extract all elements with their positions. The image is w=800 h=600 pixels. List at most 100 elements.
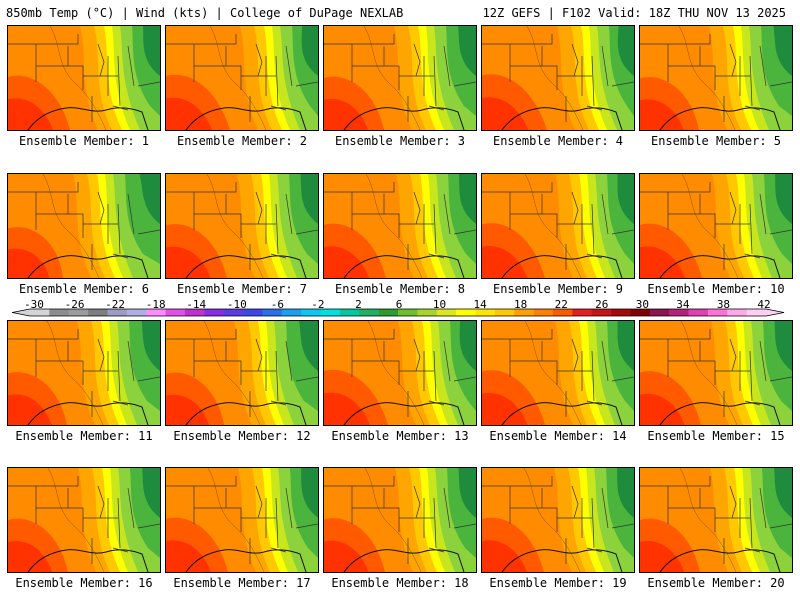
ensemble-map-14 <box>481 320 635 426</box>
colorbar-tick-label: -10 <box>226 298 247 311</box>
colorbar-segment <box>320 309 341 316</box>
colorbar-segment <box>417 309 438 316</box>
colorbar-tick-label: -22 <box>105 298 126 311</box>
ensemble-map-18 <box>323 467 477 573</box>
ensemble-member-label-18: Ensemble Member: 18 <box>331 576 469 590</box>
colorbar-segment <box>688 309 709 316</box>
colorbar-segment <box>398 309 418 316</box>
ensemble-member-label-13: Ensemble Member: 13 <box>331 429 469 443</box>
header-valid-time: 12Z GEFS | F102 Valid: 18Z THU NOV 13 20… <box>482 6 786 20</box>
colorbar-segment <box>301 309 321 316</box>
temperature-colorbar <box>11 308 785 317</box>
ensemble-member-label-3: Ensemble Member: 3 <box>334 134 466 148</box>
ensemble-map-10 <box>639 173 793 279</box>
colorbar-segment <box>436 309 457 316</box>
ensemble-member-label-4: Ensemble Member: 4 <box>492 134 624 148</box>
colorbar-segment <box>184 309 205 316</box>
ensemble-member-label-15: Ensemble Member: 15 <box>647 429 785 443</box>
ensemble-map-5 <box>639 25 793 131</box>
colorbar-tick-label: 30 <box>635 298 649 311</box>
ensemble-member-label-2: Ensemble Member: 2 <box>176 134 308 148</box>
colorbar-tick-label: 34 <box>676 298 690 311</box>
colorbar-segment <box>611 309 631 316</box>
ensemble-map-7 <box>165 173 319 279</box>
colorbar-tick-label: 26 <box>595 298 609 311</box>
colorbar-segment <box>281 309 302 316</box>
ensemble-map-16 <box>7 467 161 573</box>
colorbar-tick-label: -18 <box>145 298 166 311</box>
colorbar-segment <box>669 309 689 316</box>
ensemble-map-15 <box>639 320 793 426</box>
colorbar-tick-label: 22 <box>554 298 568 311</box>
ensemble-map-12 <box>165 320 319 426</box>
colorbar-tick-label: -26 <box>64 298 85 311</box>
colorbar-segment <box>243 309 263 316</box>
ensemble-map-20 <box>639 467 793 573</box>
colorbar-tick-label: 18 <box>514 298 528 311</box>
colorbar-segment <box>456 309 476 316</box>
colorbar-tick-label: 2 <box>355 298 362 311</box>
colorbar-segment <box>649 309 670 316</box>
ensemble-member-label-5: Ensemble Member: 5 <box>650 134 782 148</box>
ensemble-member-label-20: Ensemble Member: 20 <box>647 576 785 590</box>
ensemble-map-9 <box>481 173 635 279</box>
ensemble-member-label-9: Ensemble Member: 9 <box>492 282 624 296</box>
ensemble-map-19 <box>481 467 635 573</box>
ensemble-member-label-8: Ensemble Member: 8 <box>334 282 466 296</box>
colorbar-segment <box>204 309 224 316</box>
colorbar-tick-label: 38 <box>716 298 731 311</box>
colorbar-tick-label: -6 <box>270 298 284 311</box>
ensemble-map-13 <box>323 320 477 426</box>
colorbar-segment <box>707 309 728 316</box>
colorbar-segment <box>533 309 554 316</box>
ensemble-map-4 <box>481 25 635 131</box>
colorbar-segment <box>262 309 283 316</box>
colorbar-segment <box>630 309 651 316</box>
ensemble-member-label-1: Ensemble Member: 1 <box>18 134 150 148</box>
colorbar-segment <box>68 309 89 316</box>
colorbar-tick-label: 42 <box>757 298 771 311</box>
ensemble-map-2 <box>165 25 319 131</box>
colorbar-low-arrow <box>12 309 30 316</box>
colorbar-tick-label: -14 <box>186 298 207 311</box>
colorbar-segment <box>339 309 360 316</box>
colorbar-segment <box>746 309 767 316</box>
ensemble-map-1 <box>7 25 161 131</box>
ensemble-member-label-11: Ensemble Member: 11 <box>15 429 153 443</box>
colorbar-high-arrow <box>766 309 784 316</box>
colorbar-segment <box>514 309 534 316</box>
header-title: 850mb Temp (°C) | Wind (kts) | College o… <box>6 6 404 20</box>
ensemble-map-17 <box>165 467 319 573</box>
ensemble-map-11 <box>7 320 161 426</box>
ensemble-member-label-12: Ensemble Member: 12 <box>173 429 311 443</box>
colorbar-segment <box>378 309 399 316</box>
colorbar-segment <box>572 309 592 316</box>
colorbar-segment <box>475 309 496 316</box>
ensemble-member-label-19: Ensemble Member: 19 <box>489 576 627 590</box>
colorbar-segment <box>30 309 50 316</box>
colorbar-segment <box>223 309 244 316</box>
ensemble-member-label-17: Ensemble Member: 17 <box>173 576 311 590</box>
colorbar-segment <box>126 309 147 316</box>
ensemble-member-label-16: Ensemble Member: 16 <box>15 576 153 590</box>
colorbar-segment <box>359 309 379 316</box>
ensemble-member-label-7: Ensemble Member: 7 <box>176 282 308 296</box>
colorbar-outline <box>11 308 785 317</box>
ensemble-map-6 <box>7 173 161 279</box>
colorbar-tick-label: 14 <box>473 298 487 311</box>
colorbar-tick-label: 10 <box>432 298 447 311</box>
colorbar-segment <box>552 309 573 316</box>
ensemble-map-8 <box>323 173 477 279</box>
ensemble-member-label-6: Ensemble Member: 6 <box>18 282 150 296</box>
colorbar-segment <box>146 309 166 316</box>
ensemble-member-label-14: Ensemble Member: 14 <box>489 429 627 443</box>
colorbar-segment <box>49 309 70 316</box>
colorbar-segment <box>165 309 186 316</box>
colorbar-segment <box>88 309 108 316</box>
colorbar-tick-label: 6 <box>395 298 403 311</box>
colorbar-segment <box>107 309 128 316</box>
colorbar-tick-label: -2 <box>311 298 325 311</box>
colorbar-segment <box>591 309 612 316</box>
colorbar-segment <box>727 309 747 316</box>
ensemble-map-3 <box>323 25 477 131</box>
